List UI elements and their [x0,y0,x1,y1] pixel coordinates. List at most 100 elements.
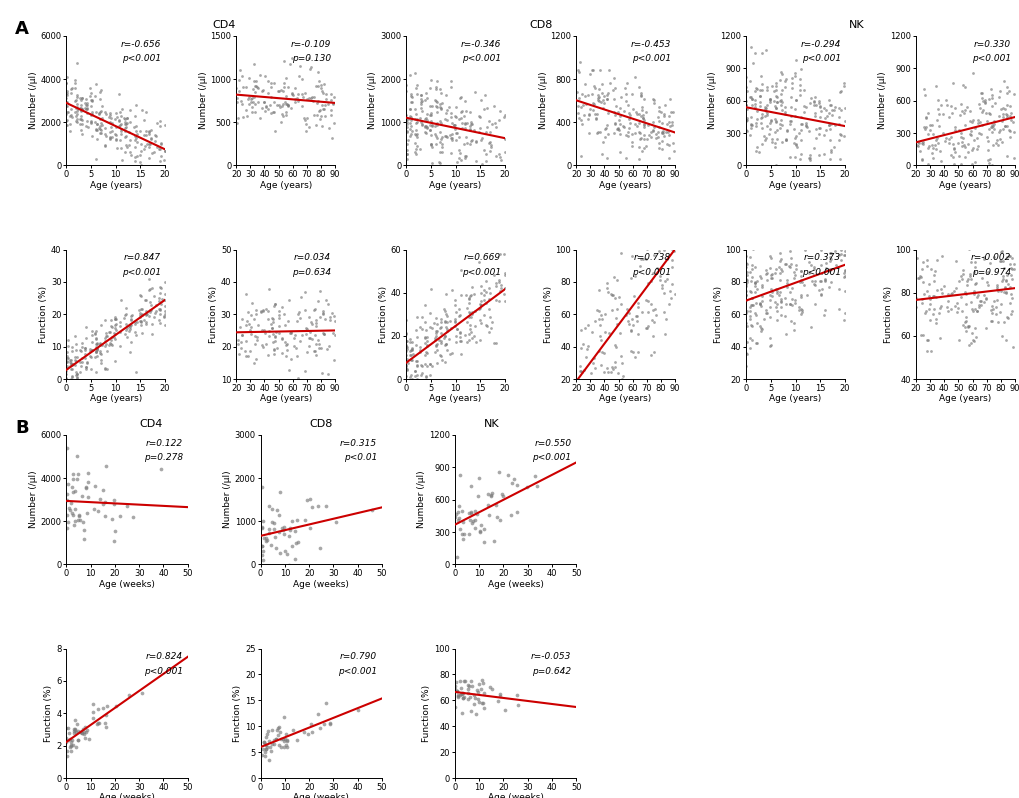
Point [979,156,996,169]
Point [792,291,808,304]
Point [777,73,794,85]
Point [278,97,294,110]
Point [812,105,828,117]
Point [779,124,795,137]
Point [308,338,324,350]
Point [795,100,811,113]
Point [73,103,90,116]
Point [90,504,106,517]
Point [269,503,285,516]
Point [738,359,754,372]
Point [397,354,414,367]
Point [259,533,275,546]
Point [956,150,972,163]
Point [73,93,90,106]
Point [297,303,313,316]
Point [659,230,676,243]
Point [431,156,447,169]
Point [76,721,93,733]
Point [148,304,164,317]
Point [738,124,754,136]
Point [428,324,444,337]
Point [914,83,930,96]
Point [604,105,621,118]
Point [240,90,257,103]
Point [265,105,281,118]
Point [964,142,980,155]
Point [442,132,459,144]
Point [475,535,491,548]
Point [407,136,423,149]
Point [496,287,513,300]
Point [240,97,257,110]
Point [156,287,172,300]
Point [466,330,482,343]
Point [772,301,789,314]
Point [1005,87,1019,100]
Point [72,105,89,117]
Point [407,113,423,125]
Point [656,99,673,112]
Point [461,327,477,340]
Point [454,516,471,529]
Point [398,342,415,355]
Point [802,92,818,105]
Point [927,133,944,146]
Point [659,223,676,236]
Point [603,382,620,395]
Point [107,107,123,120]
Point [92,347,108,360]
Point [820,263,837,276]
Point [590,283,606,296]
Point [108,120,124,133]
Point [954,319,970,332]
Point [118,318,135,330]
Point [639,119,655,132]
Point [93,123,109,136]
Point [258,731,274,744]
Point [69,351,86,364]
Point [482,145,498,158]
Point [791,84,807,97]
Point [913,263,929,276]
Point [102,132,118,145]
Point [427,311,443,324]
Point [487,280,503,293]
Point [157,144,173,157]
Point [447,111,464,124]
Point [107,327,123,340]
Point [817,235,834,247]
Point [112,294,128,306]
Point [584,325,600,338]
Point [920,278,936,290]
Point [317,697,333,709]
Point [782,258,798,271]
Point [141,310,157,322]
Point [605,93,622,105]
Point [756,109,772,122]
Point [106,498,122,511]
Point [751,99,767,112]
Point [570,100,586,113]
Point [106,318,122,331]
Point [972,295,988,308]
Point [485,100,501,113]
Point [993,103,1009,116]
Point [777,133,794,146]
Point [758,109,774,121]
Point [598,361,614,374]
Point [266,733,282,746]
Point [103,124,119,137]
Point [397,78,414,91]
Point [599,365,615,378]
Point [962,124,978,137]
Point [72,343,89,356]
Point [810,283,826,296]
Point [653,142,669,155]
Point [931,332,948,345]
Point [976,293,993,306]
Point [973,94,989,107]
Point [271,99,287,112]
Point [743,111,759,124]
Point [487,498,503,511]
